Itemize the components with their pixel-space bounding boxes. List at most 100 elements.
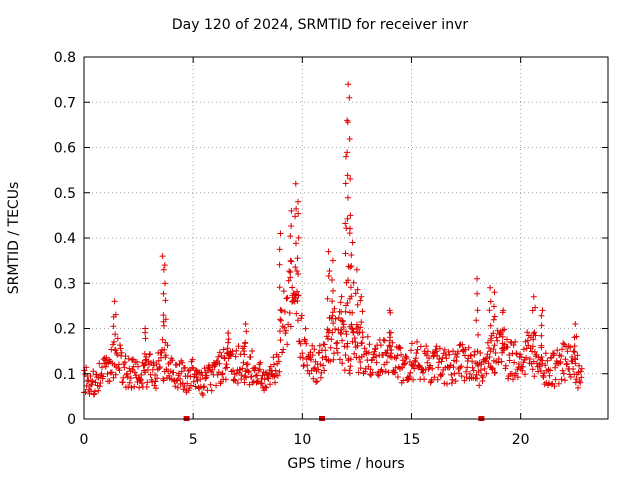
data-point [538,342,545,349]
data-point [232,353,239,360]
data-point [90,391,97,398]
data-point [280,288,287,295]
data-point [162,297,169,304]
data-point [511,359,518,366]
data-point [180,386,187,393]
data-point [439,371,446,378]
data-point [501,326,508,333]
data-point [481,365,488,372]
data-point [458,363,465,370]
data-point [121,364,128,371]
data-point [474,307,481,314]
data-point [160,312,167,319]
data-point [314,378,321,385]
data-point [514,374,521,381]
data-point [337,329,344,336]
data-point [162,280,168,287]
data-point [129,357,135,363]
data-point [564,348,571,355]
grid-lines [84,57,608,419]
data-point [247,353,254,360]
data-point [135,363,141,370]
data-point [96,383,103,390]
data-point [554,347,561,354]
data-point [538,322,545,329]
data-point [383,359,390,366]
data-point [560,370,567,377]
x-tick-label: 10 [293,432,311,448]
data-point [382,368,389,375]
data-point [576,362,583,369]
data-point [346,370,353,377]
data-point [182,364,188,371]
data-point [407,369,414,376]
y-tick-label: 0.5 [54,186,76,202]
data-point [267,381,274,388]
data-point [277,230,284,237]
data-point [371,346,378,353]
data-point [454,348,461,355]
data-point [344,300,351,306]
data-point [138,380,145,387]
data-point [295,234,302,241]
data-point [551,383,558,390]
data-point [547,367,554,374]
data-point [453,354,460,360]
data-point [546,380,552,386]
data-point [342,180,349,187]
data-point [445,348,452,355]
data-point [277,337,284,344]
data-point [538,354,545,360]
data-point [276,261,283,268]
data-point [261,376,268,383]
data-point [239,365,246,372]
data-point [332,315,339,322]
data-point [394,374,401,380]
data-point [295,210,302,217]
data-point [162,316,169,323]
data-point [379,369,386,375]
data-point [125,383,132,390]
x-tick-label: 5 [189,432,198,448]
data-point [128,384,135,391]
data-point [147,351,153,357]
data-point [160,377,167,384]
data-point [173,361,180,368]
data-point [417,343,424,350]
data-point [330,356,337,363]
data-point [352,290,359,297]
data-point [345,81,352,88]
data-point [567,374,574,380]
data-point [243,328,250,335]
data-point [433,343,440,350]
data-point [492,369,498,376]
data-point [276,246,283,253]
data-point [276,284,283,291]
data-point [200,392,206,398]
data-point [342,352,349,359]
data-point [160,290,167,297]
data-point [349,239,356,246]
data-point [293,240,299,247]
data-point [465,344,472,351]
data-point [158,350,165,356]
data-point [120,374,127,381]
data-point [555,380,562,387]
data-point [414,338,420,345]
data-point [435,364,442,371]
data-point [424,348,431,355]
data-point [449,376,456,383]
data-point [225,355,232,362]
data-point [242,339,249,346]
data-point [126,379,133,386]
data-point [97,380,104,386]
data-point [530,293,537,300]
data-point [295,198,301,205]
data-point [159,253,166,260]
data-point [142,329,149,336]
data-point [156,364,163,370]
data-point [359,308,366,315]
data-point [498,358,505,365]
data-point [347,284,354,291]
data-point [295,271,302,277]
